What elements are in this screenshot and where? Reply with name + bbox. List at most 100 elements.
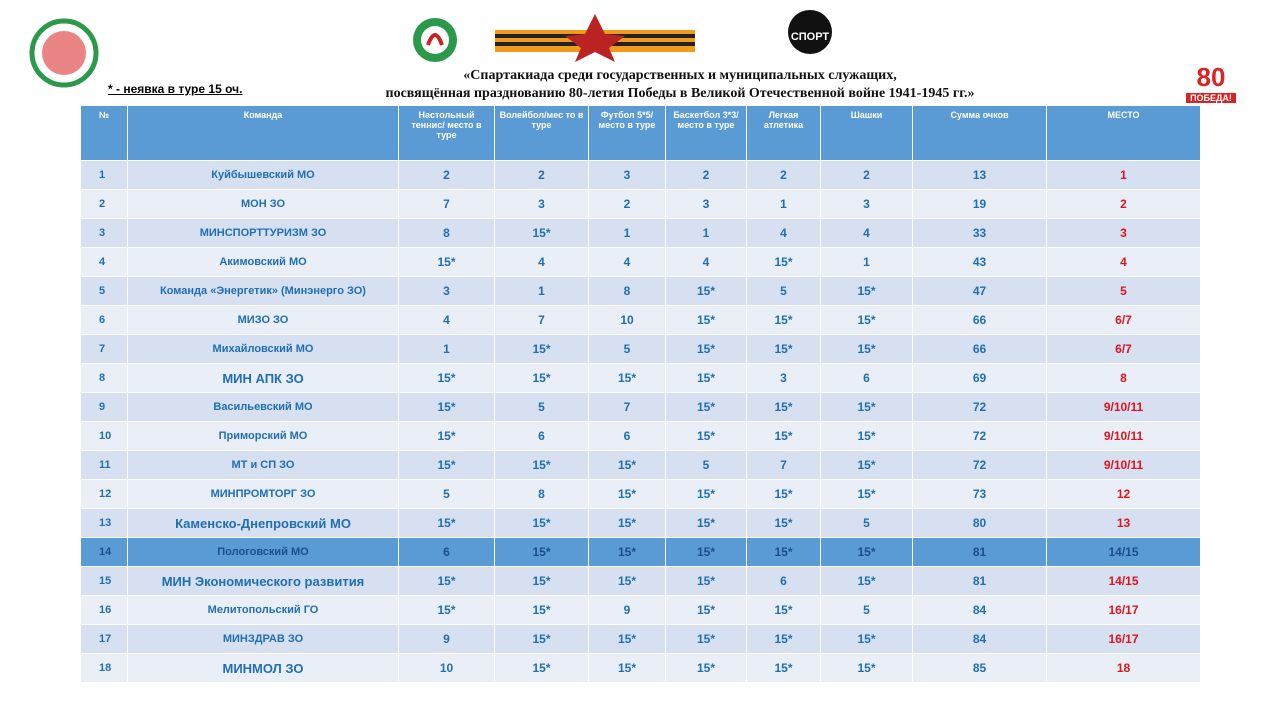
place: 13 xyxy=(1046,508,1201,538)
score: 2 xyxy=(665,160,747,190)
score: 15* xyxy=(665,421,747,451)
column-header: Легкая атлетика xyxy=(746,105,821,161)
score: 3 xyxy=(665,189,747,219)
score: 15* xyxy=(494,653,589,683)
score: 73 xyxy=(912,479,1047,509)
score: 15* xyxy=(746,247,821,277)
table-row: 7 Михайловский МО 1 15* 5 15* 15* 15* 66 6/7 xyxy=(80,334,1201,364)
score: 66 xyxy=(912,334,1047,364)
score: 15* xyxy=(665,363,747,393)
score: 15* xyxy=(665,624,747,654)
score: 15* xyxy=(746,508,821,538)
score: 2 xyxy=(820,160,913,190)
header-row: № Команда Настольный теннис/ место в туре В… xyxy=(80,105,1201,161)
score: 15* xyxy=(820,334,913,364)
score: 1 xyxy=(588,218,666,248)
score: 15* xyxy=(665,305,747,335)
score: 47 xyxy=(912,276,1047,306)
score: 2 xyxy=(494,160,589,190)
score: 4 xyxy=(494,247,589,277)
score: 4 xyxy=(588,247,666,277)
victory-logo: 80 ПОБЕДА! xyxy=(1186,62,1236,103)
score: 15* xyxy=(820,566,913,596)
team-name: МОН ЗО xyxy=(127,189,399,219)
score: 3 xyxy=(588,160,666,190)
score: 5 xyxy=(820,595,913,625)
place: 9/10/11 xyxy=(1046,392,1201,422)
score: 43 xyxy=(912,247,1047,277)
column-header: Шашки xyxy=(820,105,913,161)
score: 2 xyxy=(588,189,666,219)
score: 15* xyxy=(665,508,747,538)
standings-table: № Команда Настольный теннис/ место в туре В… xyxy=(80,105,1201,683)
score: 15* xyxy=(494,595,589,625)
score: 3 xyxy=(398,276,495,306)
score: 15* xyxy=(820,653,913,683)
score: 15* xyxy=(746,479,821,509)
score: 15* xyxy=(746,537,821,567)
score: 15* xyxy=(665,566,747,596)
column-header: № xyxy=(80,105,128,161)
table-row: 5 Команда «Энергетик» (Минэнерго ЗО) 3 1 8 15… xyxy=(80,276,1201,306)
score: 19 xyxy=(912,189,1047,219)
place: 9/10/11 xyxy=(1046,421,1201,451)
score: 15* xyxy=(588,624,666,654)
place: 5 xyxy=(1046,276,1201,306)
table-row: 15 МИН Экономического развития 15* 15* 15* 15… xyxy=(80,566,1201,596)
score: 1 xyxy=(398,334,495,364)
score: 81 xyxy=(912,537,1047,567)
score: 4 xyxy=(398,305,495,335)
score: 6 xyxy=(746,566,821,596)
score: 15* xyxy=(494,566,589,596)
column-header: МЕСТО xyxy=(1046,105,1201,161)
score: 8 xyxy=(398,218,495,248)
score: 15* xyxy=(398,247,495,277)
score: 15* xyxy=(820,392,913,422)
team-name: МИНМОЛ ЗО xyxy=(127,653,399,683)
row-number: 11 xyxy=(80,450,128,480)
victory-number: 80 xyxy=(1196,62,1226,92)
score: 15* xyxy=(588,450,666,480)
score: 8 xyxy=(494,479,589,509)
table-row: 6 МИЗО ЗО 4 7 10 15* 15* 15* 66 6/7 xyxy=(80,305,1201,335)
score: 15* xyxy=(746,421,821,451)
score: 15* xyxy=(746,595,821,625)
row-number: 10 xyxy=(80,421,128,451)
column-header: Сумма очков xyxy=(912,105,1047,161)
team-name: Команда «Энергетик» (Минэнерго ЗО) xyxy=(127,276,399,306)
score: 1 xyxy=(746,189,821,219)
column-header: Футбол 5*5/ место в туре xyxy=(588,105,666,161)
score: 15* xyxy=(398,450,495,480)
team-name: Куйбышевский МО xyxy=(127,160,399,190)
score: 15* xyxy=(665,276,747,306)
score: 15* xyxy=(820,305,913,335)
score: 2 xyxy=(746,160,821,190)
score: 15* xyxy=(494,218,589,248)
score: 15* xyxy=(665,334,747,364)
row-number: 4 xyxy=(80,247,128,277)
score: 15* xyxy=(398,421,495,451)
score: 15* xyxy=(494,363,589,393)
score: 1 xyxy=(494,276,589,306)
score: 15* xyxy=(494,537,589,567)
place: 16/17 xyxy=(1046,624,1201,654)
place: 14/15 xyxy=(1046,566,1201,596)
score: 84 xyxy=(912,624,1047,654)
score: 72 xyxy=(912,450,1047,480)
score: 15* xyxy=(588,566,666,596)
score: 72 xyxy=(912,392,1047,422)
table-row: 4 Акимовский МО 15* 4 4 4 15* 1 43 4 xyxy=(80,247,1201,277)
column-header: Команда xyxy=(127,105,399,161)
score: 15* xyxy=(588,479,666,509)
row-number: 18 xyxy=(80,653,128,683)
table-row: 11 МТ и СП ЗО 15* 15* 15* 5 7 15* 72 9/10/11 xyxy=(80,450,1201,480)
score: 15* xyxy=(746,624,821,654)
score: 15* xyxy=(746,653,821,683)
score: 15* xyxy=(398,595,495,625)
score: 69 xyxy=(912,363,1047,393)
row-number: 1 xyxy=(80,160,128,190)
column-header: Баскетбол 3*3/ место в туре xyxy=(665,105,747,161)
score: 5 xyxy=(746,276,821,306)
team-name: Мелитопольский ГО xyxy=(127,595,399,625)
score: 15* xyxy=(398,392,495,422)
